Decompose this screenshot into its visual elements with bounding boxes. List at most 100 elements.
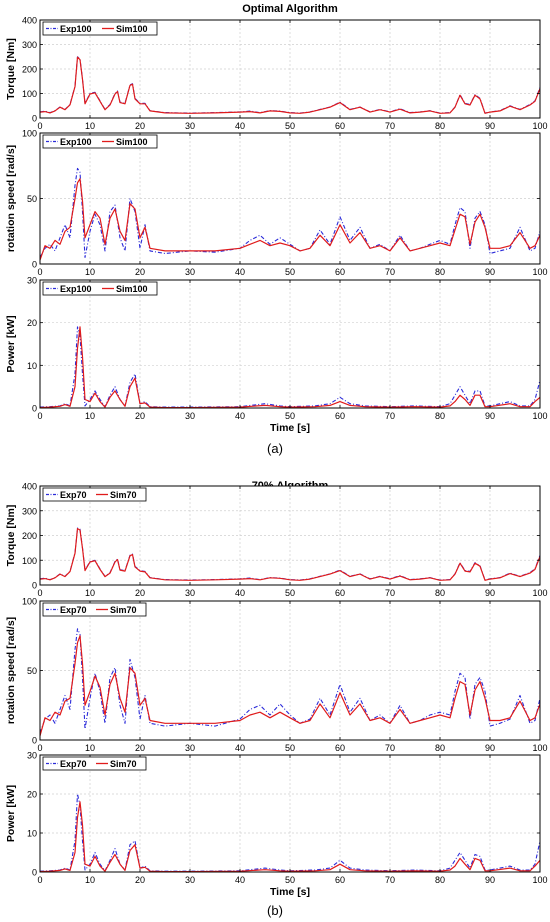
x-tick-label: 100 [532,121,547,131]
panel-caption: (a) [267,441,283,456]
legend-label: Exp70 [60,605,87,615]
y-tick-label: 100 [22,556,37,566]
legend: Exp70 Sim70 [42,487,147,502]
x-tick-label: 60 [335,588,345,598]
x-tick-label: 40 [235,875,245,885]
x-tick-label: 90 [485,267,495,277]
x-tick-label: 10 [85,743,95,753]
x-tick-label: 20 [135,588,145,598]
x-tick-label: 80 [435,267,445,277]
y-tick-label: 0 [32,114,37,124]
y-tick-label: 50 [27,666,37,676]
x-tick-label: 20 [135,267,145,277]
x-tick-label: 50 [285,588,295,598]
x-tick-label: 70 [385,411,395,421]
x-tick-label: 90 [485,875,495,885]
y-tick-label: 0 [32,260,37,270]
x-tick-label: 60 [335,121,345,131]
x-tick-label: 20 [135,743,145,753]
panel-title: Optimal Algorithm [242,3,338,15]
x-tick-label: 60 [335,743,345,753]
y-tick-label: 200 [22,65,37,75]
chart-power: 0 10 20 30 40 50 60 70 80 90 100 0 10 20 30 Time [s] Pow… [5,751,548,899]
y-tick-label: 0 [32,736,37,746]
y-axis-label: rotation speed [rad/s] [5,617,17,724]
series-line-sim70 [40,527,540,581]
x-tick-label: 0 [37,121,42,131]
y-tick-label: 30 [27,276,37,286]
x-tick-label: 100 [532,743,547,753]
legend-box [42,602,147,617]
y-tick-label: 0 [32,404,37,414]
x-tick-label: 70 [385,875,395,885]
x-tick-label: 10 [85,121,95,131]
chart-rotation-speed: 0102030405060708090100050100Time [s]rota… [5,129,548,291]
x-tick-label: 100 [532,875,547,885]
x-tick-label: 0 [37,743,42,753]
x-tick-label: 30 [185,743,195,753]
x-tick-label: 20 [135,411,145,421]
legend-label: Exp70 [60,759,87,769]
y-axis-label: rotation speed [rad/s] [5,145,17,252]
legend-label: Exp100 [60,24,92,34]
legend: Exp100 Sim100 [42,21,158,36]
series-line-exp100 [40,167,540,258]
x-tick-label: 50 [285,121,295,131]
legend-box [42,21,158,36]
legend-label: Exp100 [60,284,92,294]
chart-power: 0 10 20 30 40 50 60 70 80 90 100 0 10 20 30 Time [s] Pow… [5,276,548,435]
x-tick-label: 60 [335,267,345,277]
x-tick-label: 10 [85,875,95,885]
chart-torque: 01020304050607080901000100200300400Time … [5,16,548,145]
legend-label: Sim100 [116,284,148,294]
x-axis-label: Time [s] [270,886,310,898]
x-tick-label: 30 [185,121,195,131]
x-tick-label: 40 [235,588,245,598]
x-tick-label: 90 [485,743,495,753]
y-tick-label: 300 [22,40,37,50]
x-tick-label: 80 [435,743,445,753]
series-line-sim70 [40,635,540,736]
x-tick-label: 70 [385,267,395,277]
x-tick-label: 10 [85,267,95,277]
x-tick-label: 0 [37,411,42,421]
legend-box [42,756,147,771]
y-tick-label: 50 [27,194,37,204]
x-tick-label: 10 [85,588,95,598]
y-axis-label: Torque [Nm] [5,38,17,100]
x-tick-label: 30 [185,875,195,885]
x-tick-label: 40 [235,267,245,277]
x-tick-label: 70 [385,588,395,598]
x-tick-label: 40 [235,411,245,421]
legend-label: Sim70 [110,605,137,615]
legend-label: Exp100 [60,137,92,147]
x-tick-label: 30 [185,267,195,277]
series-line-exp100 [40,326,540,408]
legend-label: Sim100 [116,137,148,147]
x-tick-label: 100 [532,411,547,421]
y-tick-label: 20 [27,790,37,800]
x-tick-label: 0 [37,875,42,885]
chart-torque: 01020304050607080901000100200300400Time … [5,482,548,612]
x-tick-label: 10 [85,411,95,421]
x-tick-label: 20 [135,875,145,885]
x-tick-label: 0 [37,588,42,598]
legend: Exp100 Sim100 [42,134,158,149]
x-tick-label: 70 [385,121,395,131]
legend-box [42,134,158,149]
legend: Exp100 Sim100 [42,281,158,296]
legend-box [42,487,147,502]
chart-rotation-speed: 0102030405060708090100050100Time [s]rota… [5,597,548,767]
series-line-sim100 [40,56,540,114]
x-tick-label: 80 [435,411,445,421]
x-tick-label: 60 [335,411,345,421]
legend-box [42,281,158,296]
y-axis-label: Power [kW] [5,315,17,372]
x-tick-label: 0 [37,267,42,277]
x-tick-label: 20 [135,121,145,131]
legend: Exp70 Sim70 [42,756,147,771]
x-tick-label: 100 [532,267,547,277]
x-tick-label: 100 [532,588,547,598]
y-tick-label: 10 [27,829,37,839]
